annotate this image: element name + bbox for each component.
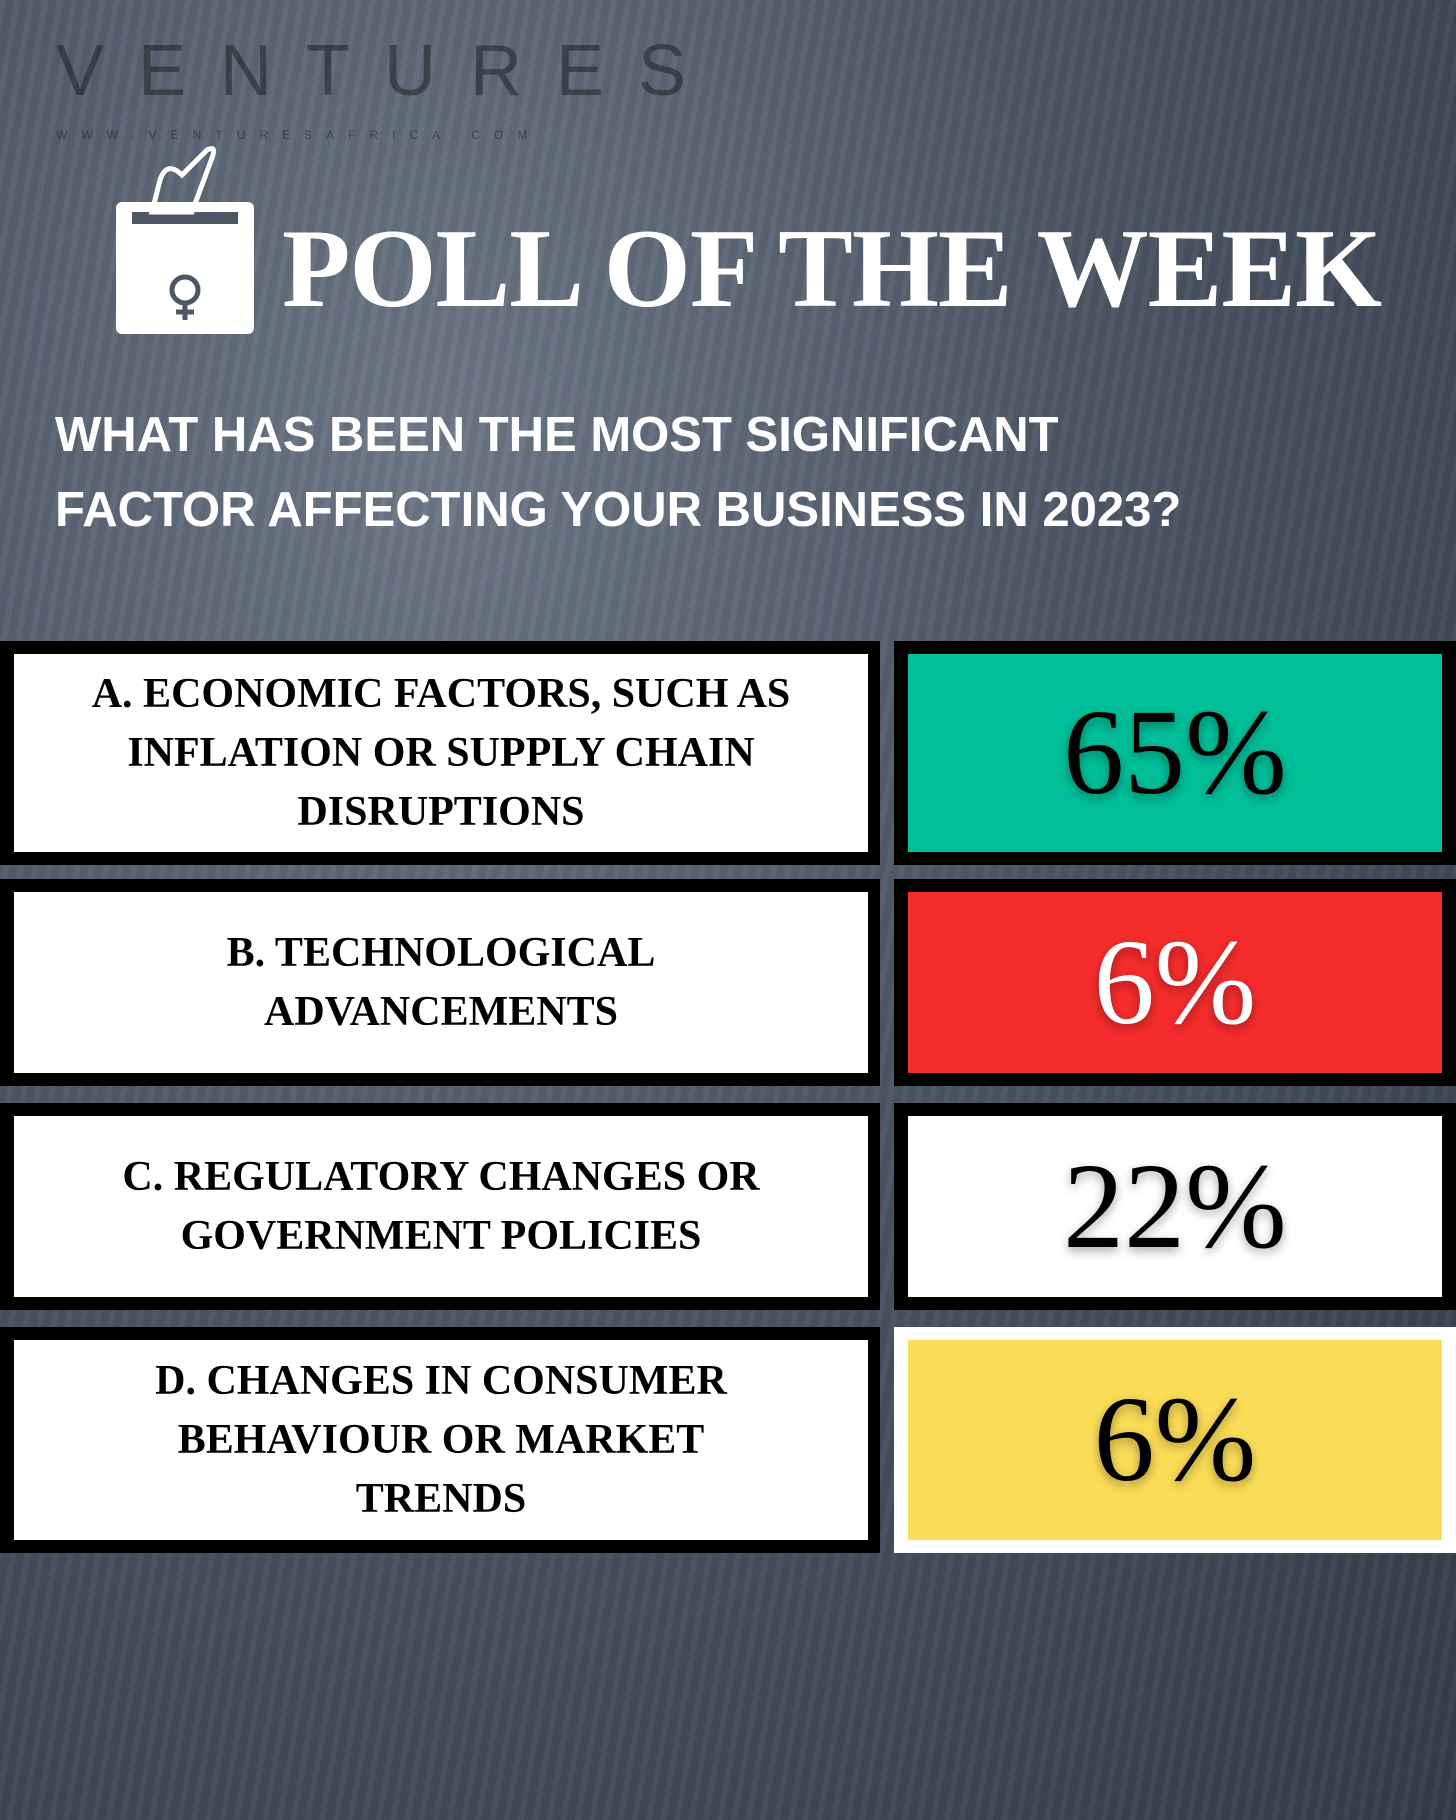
question-line: FACTOR AFFECTING YOUR BUSINESS IN 2023?	[55, 483, 1182, 537]
website: WWW.VENTURESAFRICA.COM	[56, 128, 542, 142]
option-label-box: B. TECHNOLOGICAL ADVANCEMENTS	[0, 879, 880, 1086]
result: 6%	[908, 1340, 1442, 1540]
option-label-box: C. REGULATORY CHANGES OR GOVERNMENT POLIC…	[0, 1103, 880, 1310]
result: 65%	[908, 654, 1442, 852]
result-box: 6%	[894, 1327, 1456, 1553]
brand: VENTURES	[56, 31, 721, 111]
result-box: 22%	[894, 1103, 1456, 1310]
result-box: 6%	[894, 879, 1456, 1086]
option-label: B. TECHNOLOGICAL ADVANCEMENTS	[14, 892, 868, 1073]
option-label: A. ECONOMIC FACTORS, SUCH AS INFLATION OR…	[14, 654, 868, 852]
option-label-line: DISRUPTIONS	[297, 788, 585, 835]
option-label-line: C. REGULATORY CHANGES OR	[122, 1153, 760, 1200]
option-label-line: ADVANCEMENTS	[264, 988, 618, 1035]
option-row: A. ECONOMIC FACTORS, SUCH AS INFLATION OR…	[0, 641, 1456, 865]
ballot-icon	[116, 146, 254, 334]
result: 22%	[908, 1116, 1442, 1297]
option-label-line: INFLATION OR SUPPLY CHAIN	[127, 729, 755, 776]
title: POLL OF THE WEEK	[282, 207, 1382, 331]
option-label-box: A. ECONOMIC FACTORS, SUCH AS INFLATION OR…	[0, 641, 880, 865]
option-label-line: TRENDS	[355, 1475, 527, 1522]
option-label: C. REGULATORY CHANGES OR GOVERNMENT POLIC…	[14, 1116, 868, 1297]
option-label-line: D. CHANGES IN CONSUMER	[155, 1357, 727, 1404]
option-row: D. CHANGES IN CONSUMER BEHAVIOUR OR MARKE…	[0, 1327, 1456, 1553]
option-label-box: D. CHANGES IN CONSUMER BEHAVIOUR OR MARKE…	[0, 1327, 880, 1553]
result-box: 65%	[894, 641, 1456, 865]
question: WHAT HAS BEEN THE MOST SIGNIFICANT FACTO…	[55, 398, 1181, 548]
option-label-line: BEHAVIOUR OR MARKET	[177, 1416, 705, 1463]
option-label-line: A. ECONOMIC FACTORS, SUCH AS	[91, 670, 791, 717]
option-row: B. TECHNOLOGICAL ADVANCEMENTS 6%	[0, 879, 1456, 1086]
option-label-line: GOVERNMENT POLICIES	[180, 1212, 702, 1259]
result: 6%	[908, 892, 1442, 1073]
option-row: C. REGULATORY CHANGES OR GOVERNMENT POLIC…	[0, 1103, 1456, 1310]
option-label-line: B. TECHNOLOGICAL	[226, 929, 656, 976]
option-label: D. CHANGES IN CONSUMER BEHAVIOUR OR MARKE…	[14, 1340, 868, 1540]
question-line: WHAT HAS BEEN THE MOST SIGNIFICANT	[55, 408, 1059, 462]
